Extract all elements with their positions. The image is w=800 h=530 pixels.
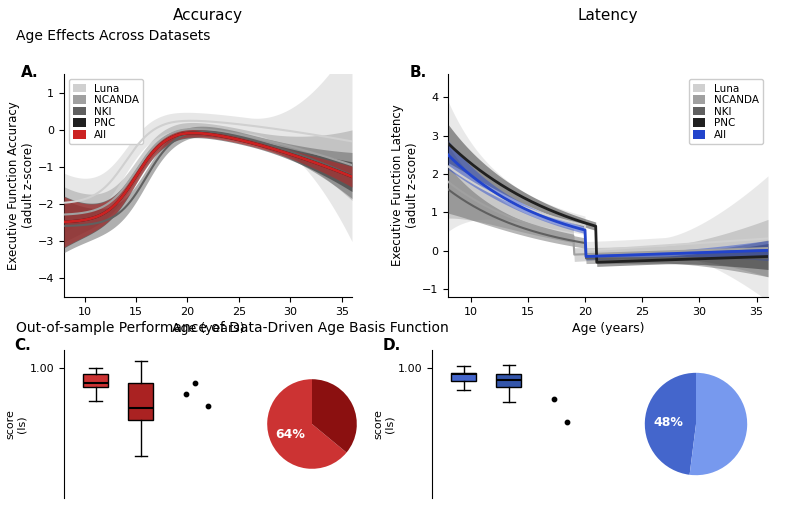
Text: D.: D. bbox=[382, 338, 401, 353]
Text: Accuracy: Accuracy bbox=[173, 8, 243, 23]
PathPatch shape bbox=[451, 373, 476, 381]
Text: 64%: 64% bbox=[274, 428, 305, 441]
Wedge shape bbox=[645, 373, 696, 475]
Text: B.: B. bbox=[410, 65, 427, 81]
PathPatch shape bbox=[496, 374, 521, 387]
Text: 48%: 48% bbox=[653, 416, 683, 429]
Text: Out-of-sample Performance of Data-Driven Age Basis Function: Out-of-sample Performance of Data-Driven… bbox=[16, 321, 449, 334]
Y-axis label: Executive Function Accuracy
(adult z-score): Executive Function Accuracy (adult z-sco… bbox=[7, 101, 35, 270]
Legend: Luna, NCANDA, NKI, PNC, All: Luna, NCANDA, NKI, PNC, All bbox=[689, 80, 762, 144]
Legend: Luna, NCANDA, NKI, PNC, All: Luna, NCANDA, NKI, PNC, All bbox=[70, 80, 143, 144]
PathPatch shape bbox=[128, 383, 153, 420]
Wedge shape bbox=[312, 379, 357, 453]
Text: Age Effects Across Datasets: Age Effects Across Datasets bbox=[16, 29, 210, 43]
X-axis label: Age (years): Age (years) bbox=[572, 322, 644, 335]
PathPatch shape bbox=[83, 374, 108, 386]
Text: 52%: 52% bbox=[0, 529, 1, 530]
Wedge shape bbox=[690, 373, 747, 475]
Wedge shape bbox=[267, 379, 346, 469]
X-axis label: Age (years): Age (years) bbox=[172, 322, 244, 335]
Point bbox=[202, 402, 215, 411]
Point bbox=[189, 379, 202, 388]
Text: Latency: Latency bbox=[578, 8, 638, 23]
Point bbox=[547, 394, 560, 403]
Point bbox=[561, 418, 574, 426]
Y-axis label: score
(ls): score (ls) bbox=[374, 409, 395, 439]
Y-axis label: score
(ls): score (ls) bbox=[6, 409, 27, 439]
Text: A.: A. bbox=[21, 65, 38, 81]
Point bbox=[179, 390, 192, 399]
Y-axis label: Executive Function Latency
(adult z-score): Executive Function Latency (adult z-scor… bbox=[391, 104, 419, 267]
Text: C.: C. bbox=[14, 338, 31, 353]
